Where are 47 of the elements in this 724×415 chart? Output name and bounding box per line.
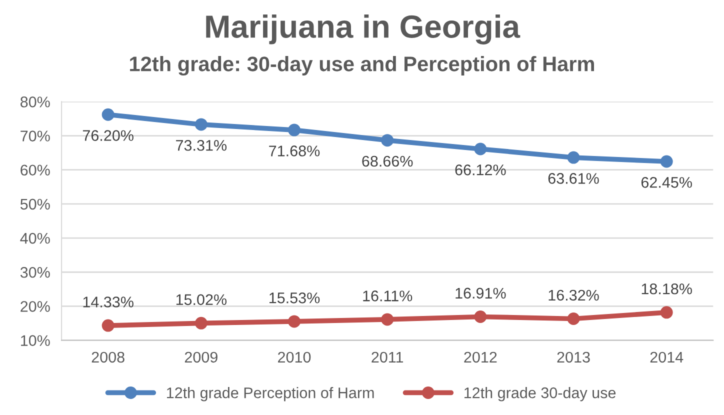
point xyxy=(102,108,114,121)
point xyxy=(102,319,114,332)
data-label: 16.91% xyxy=(456,288,506,299)
point xyxy=(194,118,208,131)
point xyxy=(660,306,673,319)
point xyxy=(567,151,580,164)
data-label: 18.18% xyxy=(642,283,692,294)
y-tick-label: 40% xyxy=(20,232,50,244)
x-tick-label: 2012 xyxy=(464,352,497,363)
x-tick-label: 2009 xyxy=(184,352,218,363)
y-tick-label: 50% xyxy=(20,198,50,210)
point xyxy=(194,316,208,330)
data-label: 62.45% xyxy=(641,177,692,188)
data-label: 15.02% xyxy=(176,294,227,306)
y-tick-label: 70% xyxy=(20,130,50,142)
point xyxy=(474,142,487,156)
x-tick-label: 2014 xyxy=(650,352,684,363)
data-label: 71.68% xyxy=(269,146,320,156)
point xyxy=(381,134,394,147)
y-tick-label: 60% xyxy=(20,164,50,176)
legend-label: 12th grade Perception of Harm xyxy=(167,387,374,402)
chart-title: Marijuana in Georgia xyxy=(206,14,520,44)
data-label: 16.11% xyxy=(363,290,412,302)
chart-subtitle: 12th grade: 30-day use and Perception of Harm xyxy=(130,56,594,76)
data-label: 15.53% xyxy=(270,292,320,304)
point xyxy=(381,313,394,326)
data-label: 63.61% xyxy=(548,173,599,184)
data-label: 73.31% xyxy=(176,140,227,151)
data-label: 66.12% xyxy=(455,164,506,176)
data-label: 16.32% xyxy=(548,290,599,301)
legend-label: 12th grade 30-day use xyxy=(464,387,616,402)
y-tick-label: 10% xyxy=(21,335,50,346)
x-tick-label: 2010 xyxy=(278,352,311,363)
data-label: 68.66% xyxy=(362,156,413,167)
point xyxy=(474,310,487,323)
point xyxy=(288,124,301,136)
x-tick-label: 2008 xyxy=(92,352,124,363)
point xyxy=(567,312,580,326)
point xyxy=(288,315,301,328)
y-tick-label: 30% xyxy=(20,266,50,278)
data-label: 14.33% xyxy=(83,296,134,308)
point xyxy=(660,155,673,168)
y-tick-label: 20% xyxy=(20,301,50,312)
x-tick-label: 2013 xyxy=(557,352,590,363)
y-tick-label: 80% xyxy=(20,96,50,108)
x-tick-label: 2011 xyxy=(372,352,404,363)
data-label: 76.20% xyxy=(82,130,134,141)
